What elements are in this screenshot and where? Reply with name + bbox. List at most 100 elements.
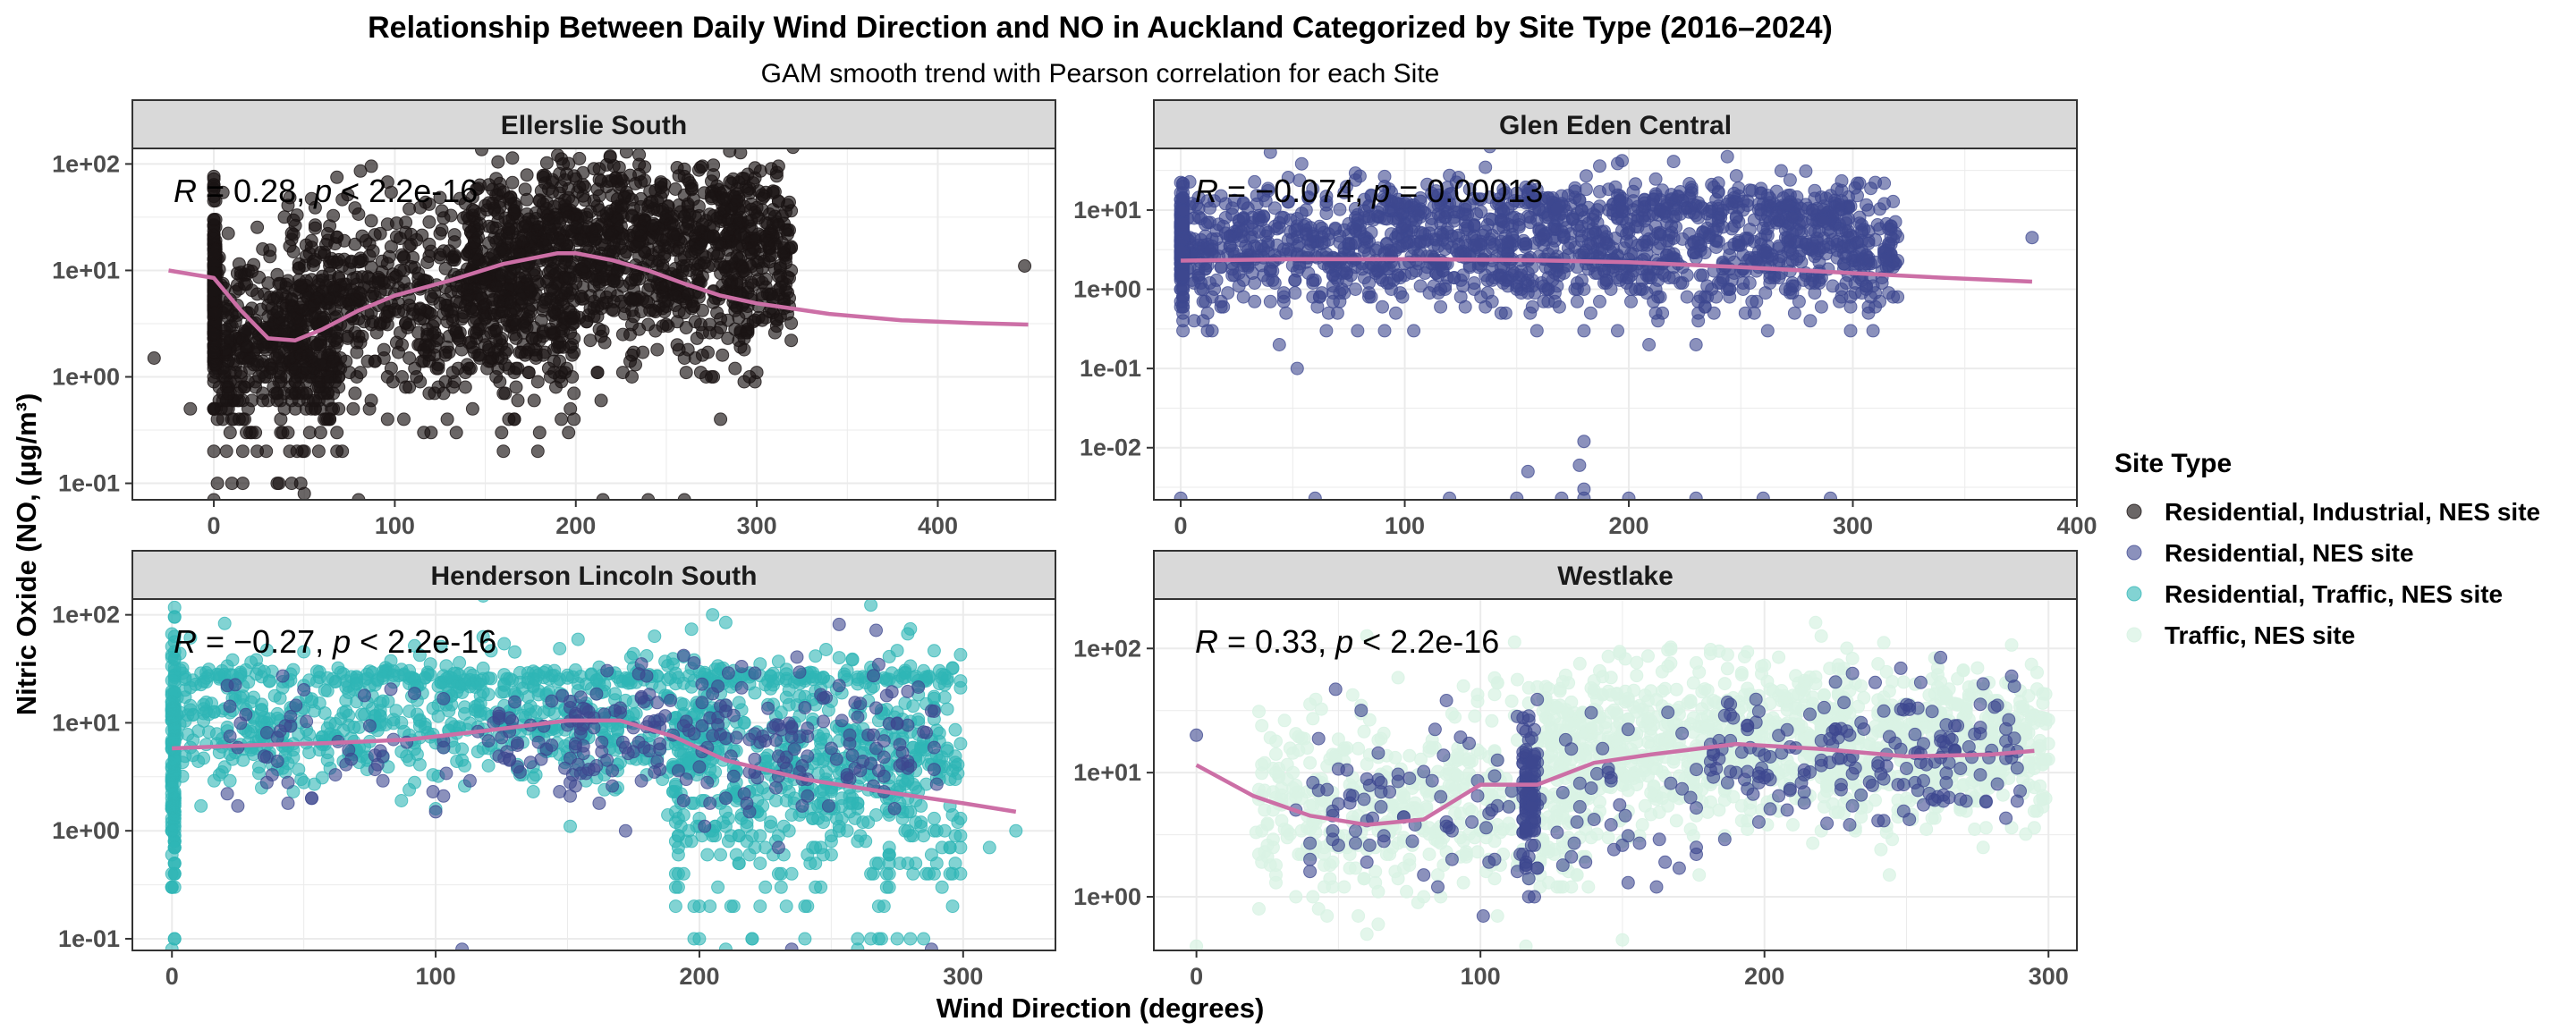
data-point	[1754, 203, 1768, 217]
data-point	[500, 342, 514, 357]
data-point	[270, 267, 284, 282]
data-point	[717, 192, 732, 207]
data-point	[710, 179, 724, 193]
data-point	[1651, 226, 1665, 241]
data-point	[677, 493, 691, 500]
data-point	[1574, 203, 1589, 217]
data-point	[290, 444, 304, 459]
data-point	[348, 386, 362, 401]
data-point	[629, 273, 642, 287]
data-point	[1608, 232, 1623, 245]
data-point	[489, 333, 504, 348]
data-point	[650, 342, 665, 357]
data-point	[364, 214, 378, 228]
data-point	[661, 241, 675, 255]
data-point	[1877, 252, 1892, 266]
data-point	[572, 151, 587, 165]
data-point	[1799, 164, 1813, 178]
data-point	[288, 375, 302, 389]
data-point	[578, 259, 592, 274]
data-point	[632, 234, 647, 249]
data-point	[413, 375, 428, 389]
data-point	[183, 401, 198, 416]
data-point	[1666, 232, 1681, 245]
y-tick-label: 1e+00	[1073, 276, 1141, 303]
data-point	[1577, 482, 1591, 496]
data-point	[760, 236, 775, 250]
data-point	[672, 342, 686, 357]
data-point	[1301, 266, 1316, 280]
data-point	[530, 444, 545, 459]
data-point	[569, 220, 583, 234]
data-point	[207, 444, 221, 459]
data-point	[1537, 294, 1551, 308]
data-point	[1875, 276, 1889, 290]
data-point	[1176, 204, 1191, 218]
data-point	[1434, 283, 1448, 296]
data-point	[263, 249, 277, 264]
gam-smooth-line	[168, 250, 1029, 342]
data-point	[1572, 458, 1587, 472]
data-point	[346, 401, 360, 416]
data-point	[684, 182, 699, 196]
stat-p-symbol: p	[313, 173, 332, 209]
data-point	[1660, 198, 1674, 212]
data-point	[730, 194, 744, 208]
data-point	[663, 216, 677, 231]
data-point	[352, 493, 366, 500]
data-point	[1476, 228, 1490, 242]
y-tick-label: 1e-01	[58, 470, 120, 497]
data-point	[293, 280, 308, 294]
data-point	[1817, 215, 1831, 229]
data-point	[677, 210, 691, 224]
data-point	[1521, 464, 1535, 478]
data-point	[1479, 160, 1493, 174]
data-point	[226, 412, 241, 426]
data-point	[1833, 198, 1846, 212]
data-point	[373, 226, 387, 241]
data-point	[614, 219, 628, 233]
data-point	[1579, 169, 1593, 183]
data-point	[404, 238, 419, 251]
data-point	[755, 287, 769, 301]
data-point	[1377, 246, 1392, 260]
data-point	[744, 222, 758, 236]
data-point	[1407, 324, 1421, 338]
data-point	[1453, 290, 1468, 304]
data-point	[513, 345, 527, 359]
data-point	[1891, 254, 1905, 267]
data-point	[1680, 290, 1694, 304]
facet-strip	[1153, 99, 2078, 149]
data-point	[606, 303, 621, 317]
data-point	[615, 327, 630, 342]
data-point	[286, 227, 301, 241]
data-point	[679, 321, 693, 334]
data-point	[384, 361, 398, 376]
data-point	[1267, 219, 1282, 233]
data-point	[647, 303, 661, 317]
data-point	[1205, 324, 1219, 338]
data-point	[758, 215, 773, 230]
data-point	[470, 182, 483, 197]
data-point	[1187, 314, 1201, 328]
data-point	[505, 175, 520, 190]
data-point	[1550, 201, 1564, 215]
data-point	[567, 169, 581, 183]
data-point	[475, 148, 488, 156]
data-point	[1745, 294, 1759, 308]
data-point	[272, 477, 286, 491]
data-point	[1729, 169, 1743, 183]
data-point	[1647, 192, 1661, 207]
data-point	[1814, 300, 1828, 314]
data-point	[304, 401, 318, 416]
data-point	[1018, 259, 1032, 273]
data-point	[1848, 286, 1862, 300]
data-point	[397, 412, 411, 426]
data-point	[659, 317, 674, 332]
data-point	[615, 366, 630, 380]
data-point	[518, 319, 532, 333]
data-point	[460, 283, 474, 297]
data-point	[1648, 172, 1663, 186]
data-point	[1700, 279, 1715, 293]
data-point	[402, 351, 417, 365]
